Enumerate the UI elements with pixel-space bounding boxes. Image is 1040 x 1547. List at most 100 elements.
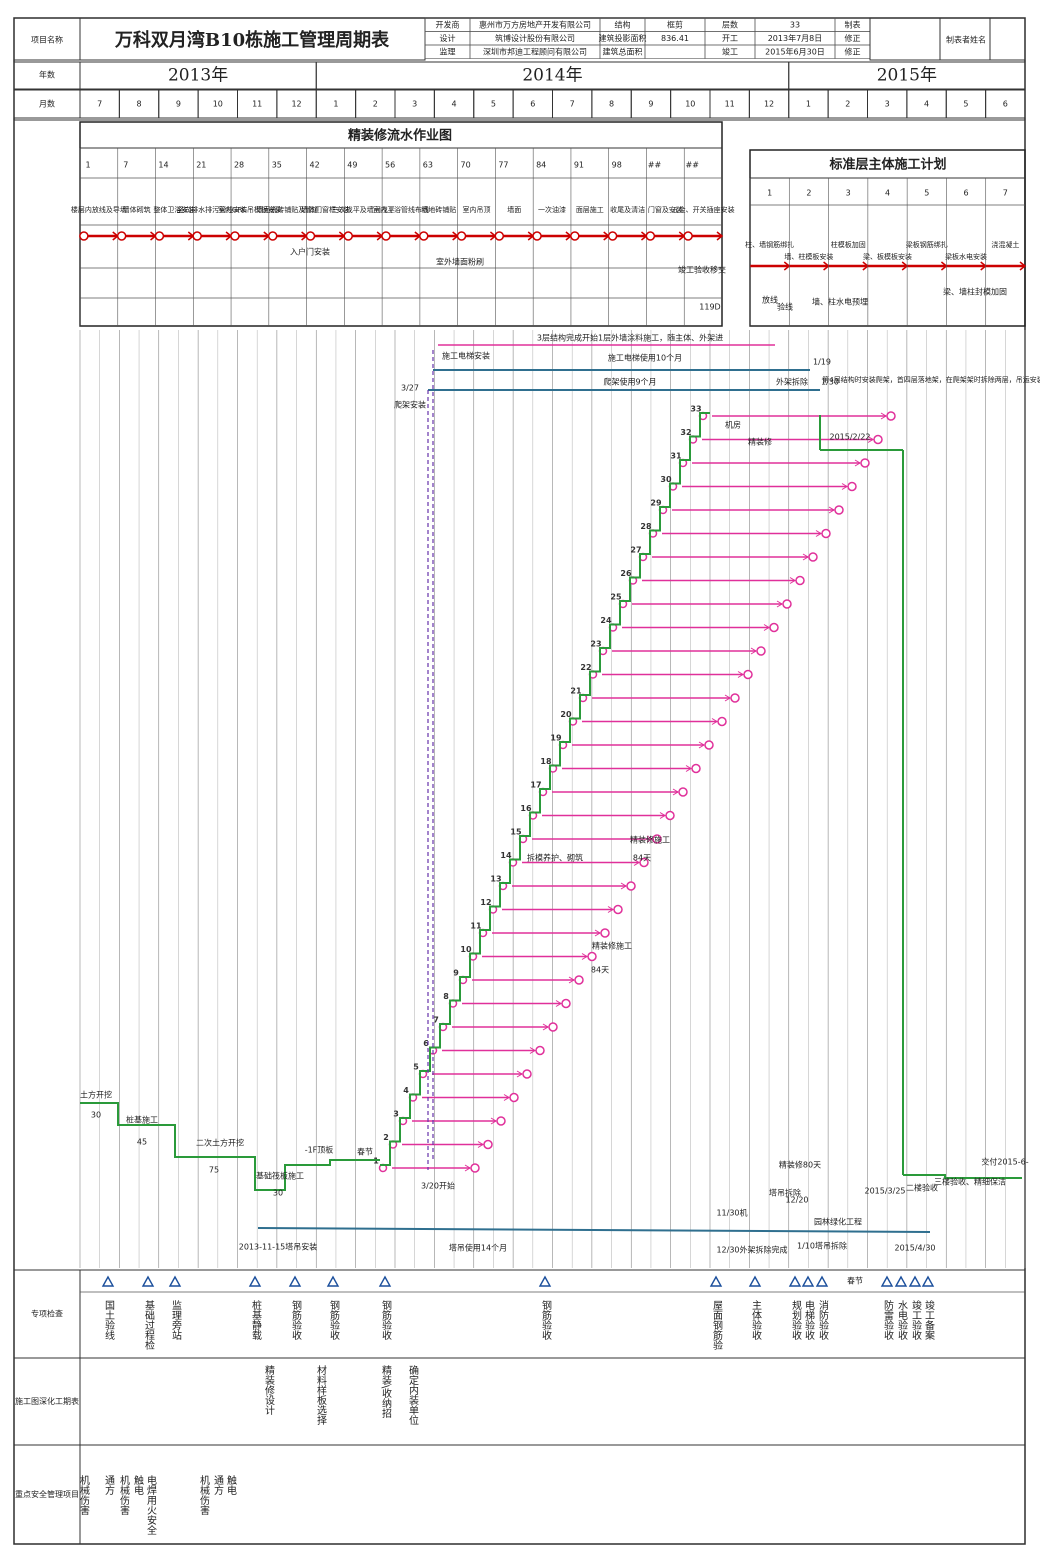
arrow-head — [555, 1000, 562, 1007]
floor-number: 8 — [443, 992, 449, 1001]
flow-step: 五金、开关插座安装 — [672, 205, 735, 214]
header-label: 项目名称 — [31, 35, 63, 45]
month: 5 — [963, 100, 968, 109]
finish-node — [665, 810, 675, 821]
floor-number: 6 — [423, 1039, 429, 1048]
flow-step: 墙面 — [507, 205, 521, 214]
finish-node — [730, 693, 740, 703]
finish-node — [808, 552, 818, 562]
maker-label: 制表者姓名 — [946, 35, 986, 45]
floor-number: 21 — [570, 687, 582, 696]
safety-item: 触电 — [225, 1474, 237, 1495]
floor-number: 2 — [383, 1133, 389, 1142]
finish-node — [522, 1069, 532, 1079]
flow-step: 室内卫浴管线布线 — [373, 205, 429, 214]
cell — [13, 1444, 1026, 1545]
cell — [13, 1269, 1026, 1359]
day: 49 — [347, 161, 357, 170]
floor-number: 31 — [670, 452, 682, 461]
day: 4 — [885, 189, 890, 198]
annotation: -1F顶板 — [305, 1145, 334, 1155]
arrow-head — [659, 812, 666, 819]
flow-node — [532, 231, 542, 241]
finish-node — [860, 458, 870, 468]
info-cell: 层数 — [722, 20, 738, 30]
floor-number: 4 — [403, 1086, 409, 1095]
check-triangle — [141, 1275, 155, 1287]
finish-node — [743, 669, 753, 680]
row-label: 施工图深化工期表 — [15, 1396, 79, 1406]
month: 4 — [924, 100, 929, 109]
annotation: 3层结构完成开始1层外墙涂料施工，随主体、外架进 — [537, 333, 723, 343]
arrow-head — [828, 506, 835, 514]
annotation: 塔吊拆除 — [769, 1188, 801, 1198]
check-triangle — [288, 1275, 302, 1287]
month: 12 — [764, 100, 774, 109]
flow-step: 竖向排水排污管线安装 — [177, 205, 247, 214]
finish-node — [600, 928, 610, 938]
flow-node — [570, 231, 580, 241]
floor-number: 27 — [630, 546, 641, 555]
plan-note: 梁、墙柱封模加固 — [943, 287, 1007, 297]
annotation: 第4层结构时安装爬架，首四层落地架，在爬架架时拆除两层，吊运安装爬架 — [822, 375, 1040, 384]
arrow-head — [477, 1141, 484, 1148]
annotation: 施工电梯安装 — [442, 351, 490, 361]
finish-node — [613, 904, 623, 915]
arrow-head — [581, 953, 588, 960]
arrow-head — [529, 1047, 536, 1054]
day: 63 — [423, 161, 433, 170]
arrow-head — [802, 553, 809, 561]
arrow-head — [516, 1070, 523, 1078]
arrow-head — [737, 671, 744, 678]
finish-node — [483, 1139, 493, 1150]
plan-note: 验线 — [777, 302, 793, 312]
annotation: 1/30 — [821, 378, 839, 387]
floor-number: 13 — [490, 875, 501, 884]
arrow-head — [789, 577, 796, 584]
section-title: 标准层主体施工计划 — [828, 157, 946, 173]
check-triangle — [788, 1275, 802, 1287]
annotation: 精装修施工 — [630, 835, 670, 845]
month: 1 — [333, 100, 338, 109]
plan-note: 墙、柱水电预埋 — [812, 297, 868, 307]
finish-node — [574, 975, 584, 985]
day: 56 — [385, 161, 395, 170]
cell — [869, 17, 941, 61]
cell — [13, 17, 1026, 1545]
info-cell: 制表 — [845, 20, 861, 30]
day: 14 — [158, 161, 168, 170]
flow-node — [305, 231, 316, 241]
flow-node — [607, 231, 618, 241]
floor-number: 16 — [520, 804, 532, 813]
annotation: 1/19 — [813, 358, 831, 367]
info-cell: 33 — [790, 21, 800, 30]
info-cell: 开发商 — [436, 20, 460, 30]
check-triangle — [538, 1275, 552, 1287]
arrow-head — [646, 835, 653, 843]
flow-note: 竣工验收移交 — [678, 265, 726, 275]
arrow-head — [867, 436, 874, 443]
plan-step: 梁板水电安装 — [945, 252, 987, 261]
finish-node — [509, 1092, 519, 1103]
day: 28 — [234, 161, 244, 170]
check-triangle — [921, 1275, 935, 1287]
month: 7 — [570, 100, 575, 109]
month: 9 — [176, 100, 181, 109]
check-triangle — [168, 1275, 182, 1287]
arrow-head — [724, 694, 731, 702]
flow-node — [79, 231, 89, 241]
cell — [989, 17, 1026, 61]
annotation: 桩基施工 — [126, 1115, 158, 1125]
inspection-item: 国土验线 — [103, 1300, 115, 1340]
rule — [257, 1227, 931, 1233]
flow-step: 室内吊顶 — [463, 205, 491, 214]
flow-node — [381, 231, 391, 241]
floor-number: 33 — [690, 405, 701, 414]
flow-step: 墙地砖铺贴 — [421, 205, 456, 214]
flow-node — [456, 231, 467, 241]
finish-node — [691, 763, 701, 774]
annotation: 2015/3/25 — [864, 1187, 905, 1196]
inspection-item: 桩基静载 — [250, 1299, 262, 1341]
foundation-line — [80, 1102, 380, 1191]
info-cell: 框剪 — [667, 20, 683, 30]
